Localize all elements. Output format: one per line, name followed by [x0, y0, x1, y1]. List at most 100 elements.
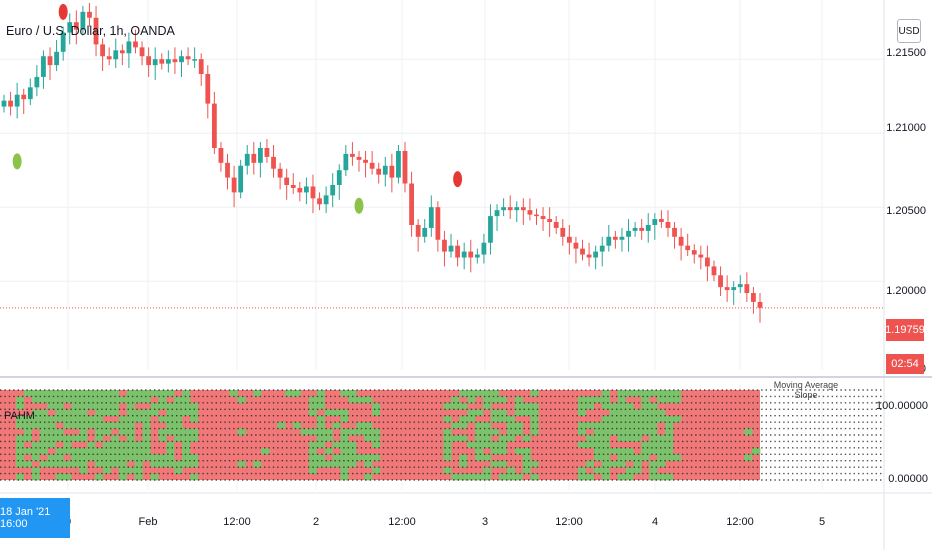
heatmap-cell	[601, 390, 610, 397]
heatmap-cell	[625, 402, 634, 410]
candle-body	[336, 170, 342, 185]
heatmap-cell	[649, 441, 658, 449]
heatmap-cell	[47, 441, 56, 449]
heatmap-cell	[23, 415, 32, 423]
heatmap-cell	[356, 428, 365, 436]
heatmap-cell	[625, 409, 634, 417]
heatmap-cell	[174, 409, 183, 417]
heatmap-cell	[316, 454, 325, 462]
candle-body	[271, 156, 276, 169]
heatmap-cell	[39, 435, 48, 442]
heatmap-cell	[332, 422, 341, 429]
heatmap-cell	[577, 402, 587, 410]
heatmap-cell	[633, 422, 642, 429]
heatmap-cell	[190, 428, 199, 436]
heatmap-cell	[506, 467, 515, 474]
heatmap-cell	[530, 415, 539, 423]
heatmap-cell	[475, 473, 484, 481]
heatmap-cell	[31, 396, 40, 404]
heatmap-cell	[110, 422, 120, 429]
heatmap-cell	[31, 390, 40, 397]
heatmap-cell	[364, 428, 373, 436]
heatmap-cell	[593, 435, 602, 442]
heatmap-cell	[15, 402, 25, 410]
heatmap-cell	[649, 415, 658, 423]
heatmap-cell	[490, 441, 500, 449]
heatmap-cell	[332, 460, 341, 468]
heatmap-cell	[665, 473, 674, 481]
heatmap-cell	[118, 441, 127, 449]
heatmap-cell	[617, 460, 626, 468]
candle-body	[751, 293, 756, 302]
heatmap-cell	[134, 460, 143, 468]
heatmap-cell	[110, 460, 120, 468]
heatmap-cell	[102, 460, 112, 468]
heatmap-cell	[665, 415, 674, 423]
heatmap-cell	[340, 467, 349, 474]
heatmap-cell	[498, 396, 507, 404]
candle-body	[119, 50, 125, 54]
heatmap-cell	[609, 402, 618, 410]
heatmap-cell	[625, 467, 634, 474]
time-tick-label: 12:00	[555, 516, 583, 528]
currency-button[interactable]: USD	[897, 19, 921, 43]
heatmap-cell	[63, 441, 72, 449]
heatmap-cell	[47, 454, 56, 462]
heatmap-cell	[577, 441, 587, 449]
heatmap-cell	[506, 422, 515, 429]
candle-body	[297, 187, 303, 193]
candle-body	[718, 275, 723, 288]
heatmap-cell	[482, 441, 492, 449]
heatmap-cell	[95, 460, 104, 468]
heatmap-cell	[657, 454, 666, 462]
heatmap-cell	[467, 441, 476, 449]
candle-body	[389, 165, 395, 178]
heatmap-cell	[332, 454, 341, 462]
heatmap-cell	[617, 447, 626, 455]
heatmap-cell	[585, 441, 595, 449]
candle-body	[205, 74, 211, 104]
candle-body	[599, 245, 605, 252]
heatmap-cell	[577, 422, 587, 429]
heatmap-cell	[324, 409, 333, 417]
heatmap-cell	[55, 409, 64, 417]
heatmap-cell	[498, 441, 507, 449]
heatmap-cell	[55, 428, 64, 436]
heatmap-cell	[340, 409, 349, 417]
heatmap-cell	[102, 454, 112, 462]
heatmap-cell	[593, 467, 602, 474]
heatmap-cell	[110, 435, 120, 442]
heatmap-cell	[514, 447, 523, 455]
heatmap-cell	[467, 473, 476, 481]
heatmap-cell	[79, 390, 88, 397]
candle-body	[678, 236, 684, 246]
candle-body	[527, 210, 533, 215]
heatmap-cell	[617, 409, 626, 417]
heatmap-cell	[102, 441, 112, 449]
heatmap-cell	[672, 415, 682, 423]
heatmap-cell	[23, 435, 32, 442]
candle-body	[626, 230, 631, 237]
heatmap-cell	[657, 435, 666, 442]
heatmap-cell	[459, 390, 468, 397]
time-tick-label: 12:00	[726, 516, 754, 528]
heatmap-cell	[530, 460, 539, 468]
heatmap-cell	[752, 447, 761, 455]
candle-body	[211, 103, 217, 148]
heatmap-cell	[47, 435, 56, 442]
heatmap-cell	[601, 441, 610, 449]
candle-body	[593, 251, 599, 258]
heatmap-cell	[150, 402, 159, 410]
heatmap-cell	[63, 390, 72, 397]
candle-body	[310, 186, 316, 199]
heatmap-cell	[498, 409, 507, 417]
heatmap-cell	[506, 435, 515, 442]
candle-body	[225, 162, 230, 178]
heatmap-cell	[150, 454, 159, 462]
heatmap-cell	[348, 454, 357, 462]
heatmap-cell	[31, 441, 40, 449]
countdown-tag: 02:54	[886, 354, 924, 374]
heatmap-cell	[102, 428, 112, 436]
heatmap-cell	[174, 460, 183, 468]
